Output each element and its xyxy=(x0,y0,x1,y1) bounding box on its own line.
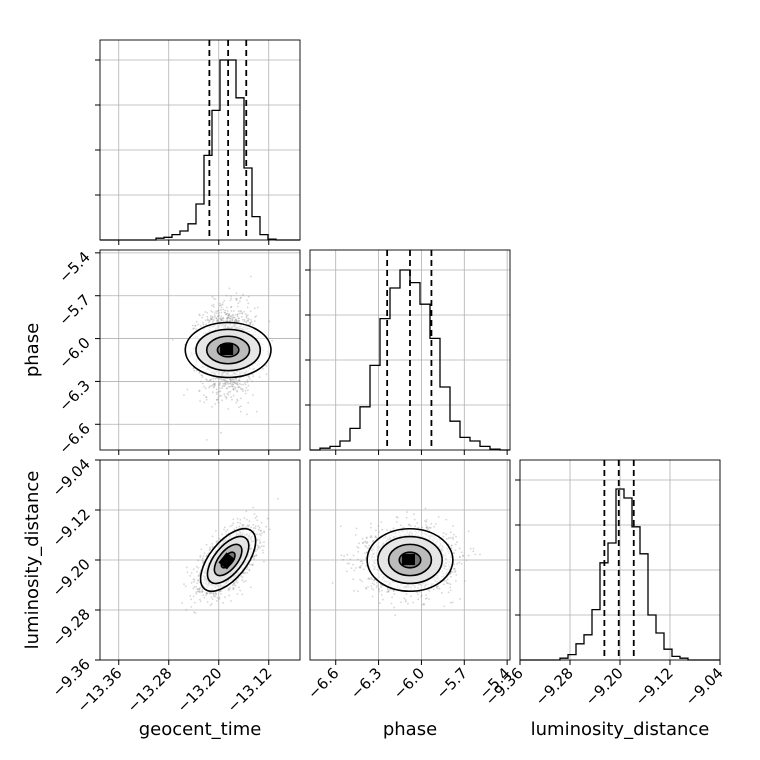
xtick-label: −6.6 xyxy=(304,664,342,702)
ytick-label: −6.6 xyxy=(55,419,93,457)
xtick-label: −9.20 xyxy=(582,664,627,709)
panel-frame xyxy=(309,249,511,451)
grid xyxy=(519,460,721,660)
xtick-label: −9.12 xyxy=(632,664,677,709)
density-peak xyxy=(218,552,236,570)
histogram-phase xyxy=(310,269,510,451)
xtick-label: −9.28 xyxy=(532,664,577,709)
xtick-label: −13.28 xyxy=(124,664,176,716)
xtick-label: −5.7 xyxy=(433,664,471,702)
ylabel-luminosity_distance: luminosity_distance xyxy=(22,471,43,650)
ylabel-phase: phase xyxy=(22,323,43,377)
xtick-label: −13.20 xyxy=(174,664,226,716)
panel-frame xyxy=(309,459,511,661)
ytick-label: −6.0 xyxy=(55,334,93,372)
ytick-label: −9.04 xyxy=(49,455,94,500)
xtick-label: −6.0 xyxy=(390,664,428,702)
ytick-label: −5.7 xyxy=(55,291,93,329)
panel-frame xyxy=(99,249,301,451)
ytick-label: −5.4 xyxy=(55,248,93,286)
panel-frame xyxy=(99,39,301,241)
histogram-luminosity_distance xyxy=(520,488,720,661)
panel-phase-hist xyxy=(305,249,511,455)
xtick-label: −13.12 xyxy=(224,664,276,716)
ytick-label: −9.12 xyxy=(49,505,94,550)
xtick-label: −9.04 xyxy=(682,664,727,709)
grid xyxy=(310,250,510,450)
panel-geocent_time-hist xyxy=(95,39,301,245)
ytick-label: −9.20 xyxy=(49,555,94,600)
xlabel-phase: phase xyxy=(383,719,437,740)
ytick-label: −9.28 xyxy=(49,605,94,650)
xtick-label: −6.3 xyxy=(347,664,385,702)
xlabel-luminosity_distance: luminosity_distance xyxy=(531,719,710,740)
grid xyxy=(100,459,300,661)
panel-luminosity_distance-hist: −9.36 −9.28 −9.20 −9.12 −9.04luminosity_dist… xyxy=(482,459,727,740)
ytick-label: −6.3 xyxy=(55,377,93,415)
panel-frame xyxy=(99,459,301,661)
panel-geocent_time-vs-luminosity_distance: −9.36−9.28−9.20−9.12−9.04luminosity_dist… xyxy=(22,455,301,740)
grid xyxy=(100,40,300,240)
xlabel-geocent_time: geocent_time xyxy=(139,719,262,740)
density-peak xyxy=(220,344,234,355)
panel-frame xyxy=(519,459,721,661)
density-peak xyxy=(402,554,415,565)
panel-geocent_time-vs-phase: −6.6 −6.3 −6.0 −5.7 −5.4 phase xyxy=(22,248,301,458)
